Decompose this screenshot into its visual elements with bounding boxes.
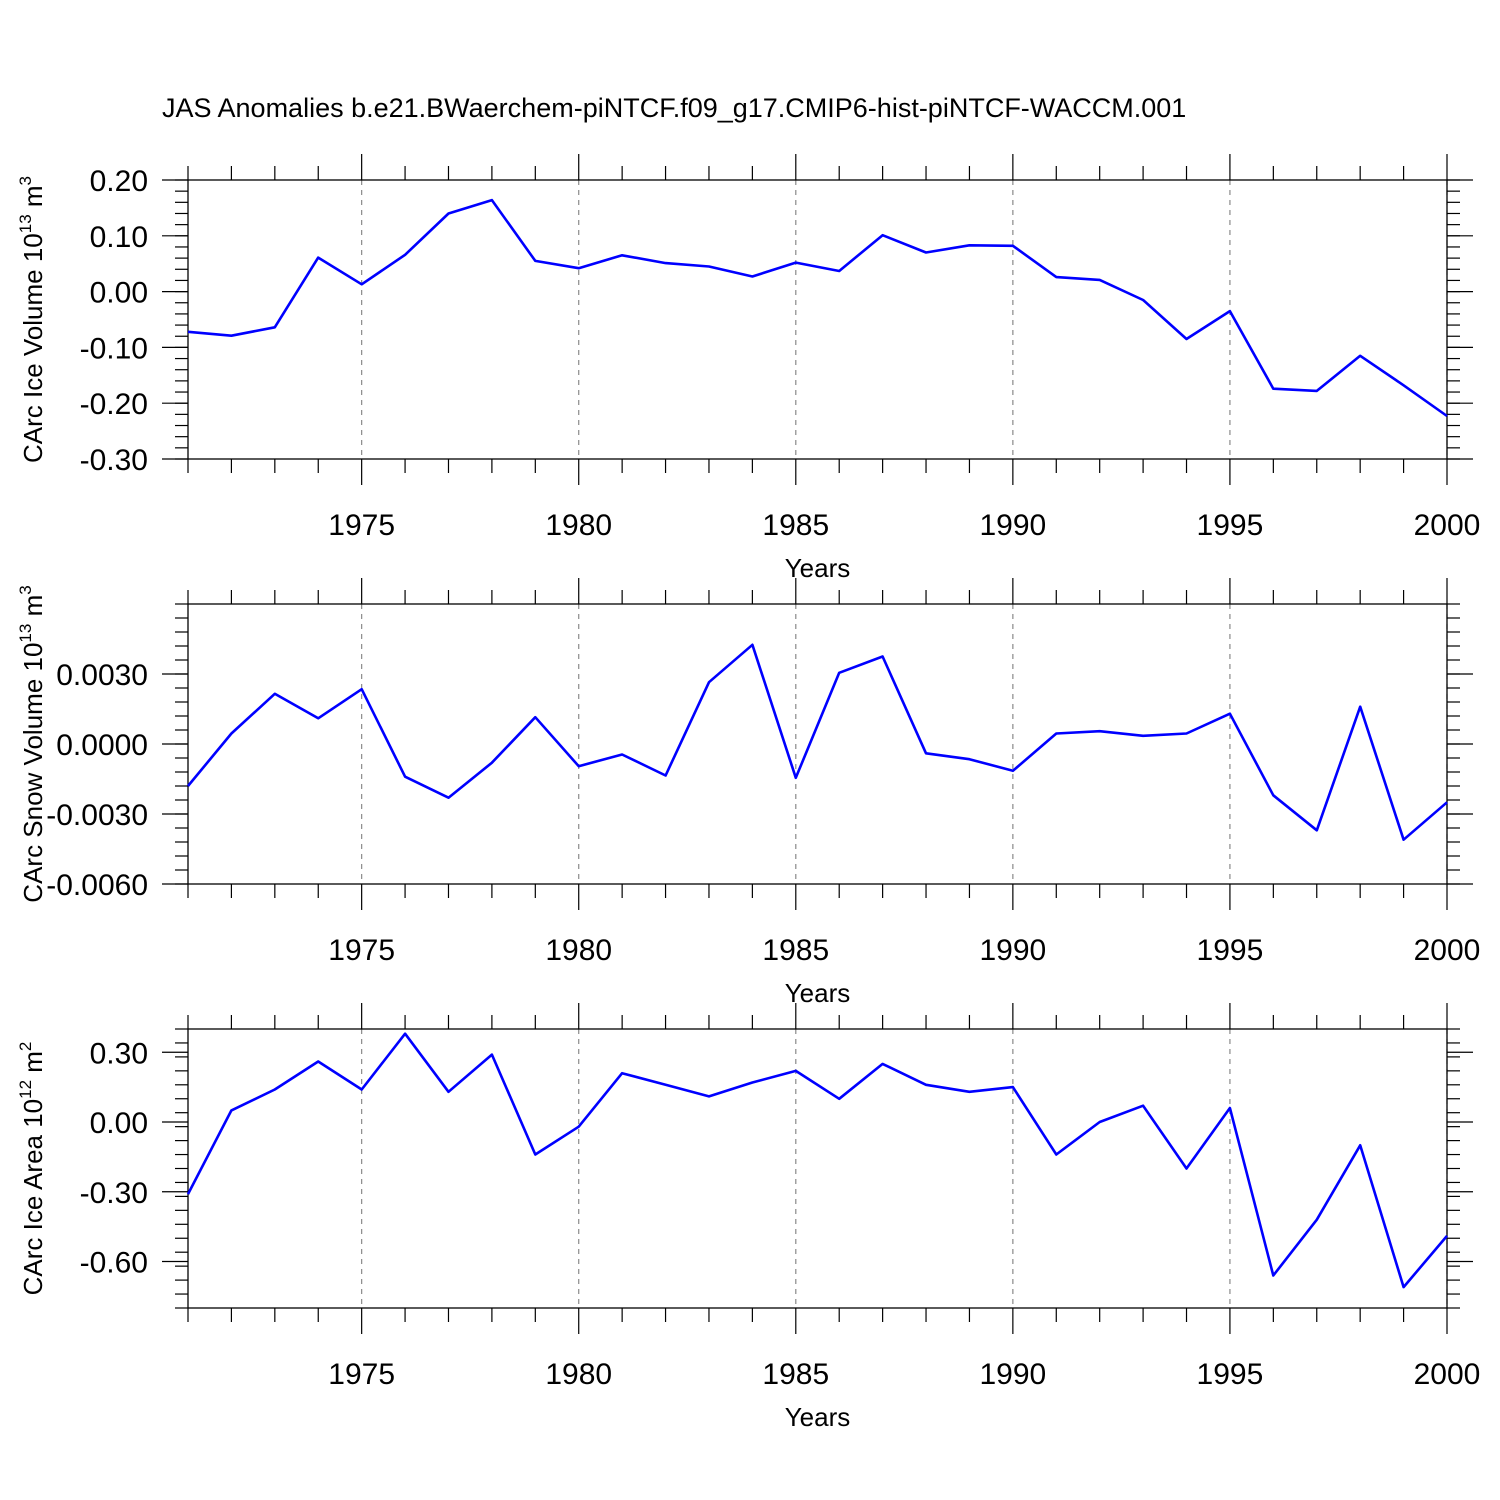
x-tick-label: 1975: [328, 934, 395, 967]
x-axis-label: Years: [785, 1402, 851, 1432]
x-tick-label: 1990: [979, 934, 1046, 967]
y-tick-label: -0.60: [80, 1247, 148, 1280]
y-axis-label: CArc Snow Volume 1013 m3: [16, 585, 48, 902]
x-tick-label: 2000: [1414, 934, 1481, 967]
series-line-2: [186, 643, 1448, 842]
y-tick-label: 0.20: [90, 165, 148, 198]
y-axis-label: CArc Ice Area 1012 m2: [16, 1042, 48, 1296]
x-tick-label: 1980: [545, 1358, 612, 1391]
panel-2: 0.0030 0.0000 -0.0030 -0.0060 1975 1980 1985 19…: [16, 578, 1480, 1008]
y-tick-label: -0.20: [80, 388, 148, 421]
figure-title: JAS Anomalies b.e21.BWaerchem-piNTCF.f09…: [162, 93, 1186, 123]
panel-3: 0.30 0.00 -0.30 -0.60 1975 1980 1985 1990 1995 20…: [16, 1003, 1480, 1432]
y-tick-label: -0.0030: [46, 799, 148, 832]
x-axis-label: Years: [785, 978, 851, 1008]
panel-1: 0.20 0.10 0.00 -0.10 -0.20 -0.30 1975 1980 1985 1…: [16, 154, 1480, 583]
series-line-3: [186, 1032, 1448, 1289]
x-tick-label: 1975: [328, 509, 395, 542]
x-tick-label: 1995: [1197, 1358, 1264, 1391]
y-tick-label: 0.0030: [56, 659, 148, 692]
x-tick-label: 1995: [1197, 509, 1264, 542]
y-tick-label: 0.0000: [56, 729, 148, 762]
y-tick-label: 0.10: [90, 221, 148, 254]
x-tick-label: 2000: [1414, 1358, 1481, 1391]
x-tick-label: 1990: [979, 509, 1046, 542]
y-tick-label: -0.10: [80, 332, 148, 365]
plot-frame: [187, 603, 1448, 885]
y-tick-label: 0.30: [90, 1037, 148, 1070]
plot-frame: [187, 179, 1448, 460]
y-tick-label: 0.00: [90, 277, 148, 310]
y-tick-label: -0.0060: [46, 869, 148, 902]
x-tick-label: 1975: [328, 1358, 395, 1391]
x-tick-label: 1990: [979, 1358, 1046, 1391]
x-tick-label: 1995: [1197, 934, 1264, 967]
x-axis-label: Years: [785, 553, 851, 583]
y-tick-label: -0.30: [80, 444, 148, 477]
y-tick-label: -0.30: [80, 1177, 148, 1210]
x-tick-label: 1985: [762, 934, 829, 967]
y-tick-label: 0.00: [90, 1107, 148, 1140]
series-line-1: [187, 198, 1448, 418]
x-tick-label: 2000: [1414, 509, 1481, 542]
x-tick-label: 1980: [545, 934, 612, 967]
x-tick-label: 1985: [762, 509, 829, 542]
panels: 0.20 0.10 0.00 -0.10 -0.20 -0.30 1975 1980 1985 1…: [16, 154, 1480, 1432]
y-axis-label: CArc Ice Volume 1013 m3: [16, 176, 48, 463]
x-tick-label: 1980: [545, 509, 612, 542]
x-tick-label: 1985: [762, 1358, 829, 1391]
